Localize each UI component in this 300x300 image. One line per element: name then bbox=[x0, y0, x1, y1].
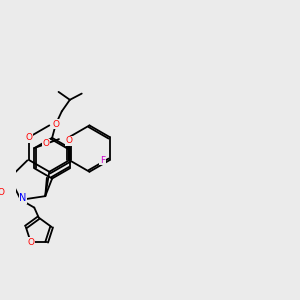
Text: N: N bbox=[20, 194, 27, 203]
Text: O: O bbox=[52, 120, 59, 129]
Text: F: F bbox=[100, 156, 105, 165]
Text: O: O bbox=[0, 188, 5, 196]
Text: O: O bbox=[27, 238, 34, 247]
Text: O: O bbox=[66, 136, 73, 146]
Text: O: O bbox=[42, 140, 49, 148]
Text: O: O bbox=[26, 133, 33, 142]
